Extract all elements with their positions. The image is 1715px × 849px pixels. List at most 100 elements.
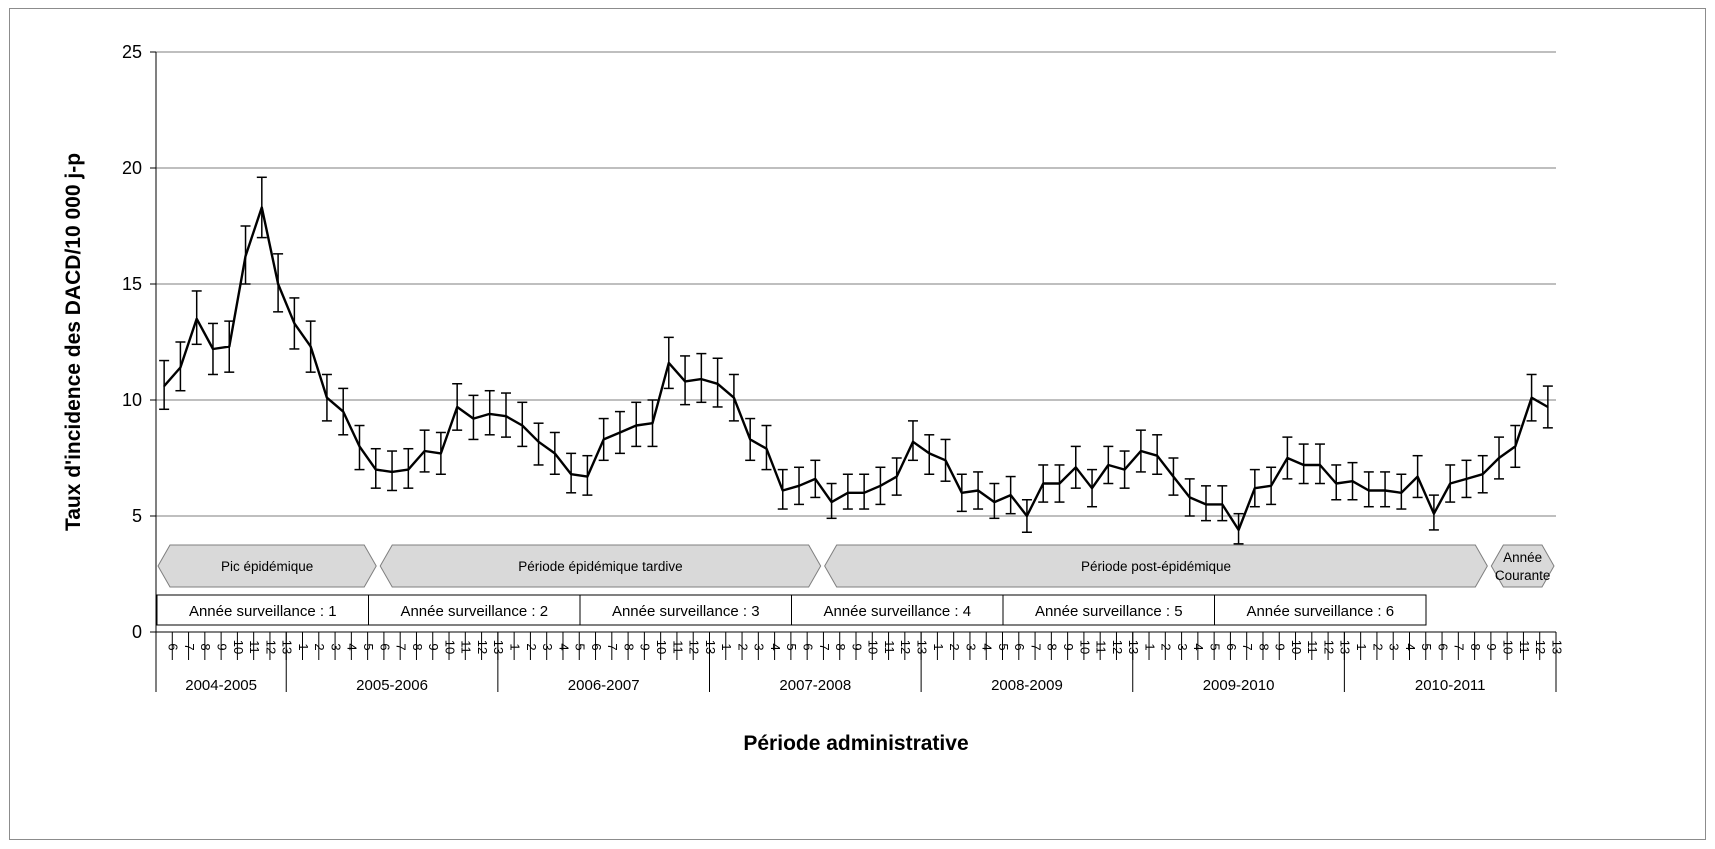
x-tick-label: 4 — [768, 643, 783, 650]
chart-frame — [9, 8, 1706, 840]
data-point — [1042, 482, 1045, 485]
data-point — [944, 459, 947, 462]
data-point — [407, 468, 410, 471]
data-point — [895, 475, 898, 478]
x-tick-label: 13 — [1549, 640, 1564, 654]
x-tick-label: 7 — [1028, 643, 1043, 650]
x-tick-label: 10 — [1289, 640, 1304, 654]
data-point — [1091, 487, 1093, 489]
data-point — [342, 410, 345, 413]
x-tick-label: 7 — [1240, 643, 1255, 650]
x-tick-label: 8 — [410, 643, 425, 650]
x-tick-label: 10 — [866, 640, 881, 654]
x-tick-label: 3 — [540, 643, 555, 650]
data-point — [1481, 473, 1484, 476]
data-point — [309, 345, 312, 348]
data-point — [1254, 487, 1256, 489]
x-tick-label: 8 — [833, 643, 848, 650]
x-tick-label: 4 — [556, 643, 571, 650]
surveillance-year-label: Année surveillance : 5 — [1035, 603, 1183, 620]
year-label: 2006-2007 — [568, 677, 640, 694]
data-point — [554, 452, 556, 455]
y-axis-title: Taux d'incidence des DACD/10 000 j-p — [62, 153, 85, 531]
x-tick-label: 8 — [1468, 643, 1483, 650]
data-point — [1465, 478, 1468, 480]
phase-arrow — [824, 544, 1488, 588]
x-tick-label: 2 — [1159, 643, 1174, 650]
phase-label: Année — [1503, 550, 1542, 565]
data-point — [749, 438, 751, 441]
data-point — [1351, 480, 1354, 483]
data-point — [261, 206, 263, 209]
x-tick-label: 6 — [589, 643, 604, 650]
data-point — [1433, 512, 1435, 515]
data-point — [1514, 445, 1517, 448]
x-tick-label: 11 — [1305, 640, 1320, 654]
x-tick-label: 12 — [475, 640, 490, 654]
y-tick-label: 10 — [122, 390, 142, 410]
x-tick-label: 13 — [280, 640, 295, 654]
series-line — [163, 206, 1549, 532]
y-tick-label: 15 — [122, 274, 142, 294]
data-point — [472, 417, 475, 420]
data-point — [619, 431, 621, 434]
year-label: 2005-2006 — [356, 677, 428, 694]
x-tick-label: 3 — [752, 643, 767, 650]
surveillance-year-label: Année surveillance : 2 — [400, 603, 548, 620]
surveillance-year-box — [1214, 594, 1427, 626]
x-tick-label: 11 — [1094, 640, 1109, 654]
data-point — [586, 475, 589, 478]
x-tick-label: 9 — [849, 643, 864, 650]
x-tick-label: 8 — [1256, 643, 1271, 650]
data-point — [781, 489, 784, 492]
x-tick-label: 5 — [996, 643, 1011, 650]
surveillance-year-box — [156, 594, 369, 626]
surveillance-year-box — [579, 594, 792, 626]
year-label: 2007-2008 — [779, 677, 851, 694]
x-tick-label: 5 — [361, 643, 376, 650]
data-point — [1188, 496, 1191, 499]
data-point — [358, 445, 361, 448]
data-point — [863, 492, 865, 494]
x-tick-label: 8 — [1045, 643, 1060, 650]
x-tick-label: 1 — [719, 643, 734, 650]
x-tick-label: 6 — [1012, 643, 1027, 650]
data-point — [293, 322, 296, 325]
x-tick-label: 1 — [296, 643, 311, 650]
data-point — [667, 362, 670, 364]
x-tick-label: 12 — [1533, 640, 1548, 654]
data-point — [212, 348, 214, 350]
phase-label: Période post-épidémique — [1081, 559, 1231, 574]
surveillance-year-boxes: Année surveillance : 1 Année surveillance… — [156, 594, 1427, 626]
data-point — [1498, 457, 1500, 459]
data-point — [391, 471, 393, 473]
year-label: 2009-2010 — [1203, 677, 1275, 694]
data-point — [1367, 489, 1370, 492]
x-tick-label: 6 — [1224, 643, 1239, 650]
x-tick-label: 8 — [198, 643, 213, 650]
x-tick-label: 10 — [1501, 640, 1516, 654]
data-point — [456, 406, 458, 408]
data-point — [228, 345, 231, 348]
year-label: 2008-2009 — [991, 677, 1063, 694]
x-tick-label: 10 — [442, 640, 457, 654]
data-point — [651, 422, 654, 425]
year-label: 2010-2011 — [1415, 677, 1486, 694]
x-tick-label: 9 — [1273, 643, 1288, 650]
data-point — [1074, 466, 1077, 469]
x-tick-label: 7 — [182, 643, 197, 650]
data-point — [602, 438, 605, 441]
x-tick-label: 11 — [670, 640, 685, 654]
x-tick-label: 13 — [491, 640, 506, 654]
data-point — [1335, 482, 1338, 485]
x-tick-label: 11 — [247, 640, 262, 654]
y-tick-label: 20 — [122, 158, 142, 178]
x-tick-label: 3 — [328, 643, 343, 650]
data-point — [1156, 454, 1158, 457]
data-point — [1237, 529, 1240, 531]
data-point — [1140, 450, 1142, 452]
data-point — [1009, 494, 1012, 496]
x-tick-label: 11 — [459, 640, 474, 654]
data-point — [374, 468, 377, 471]
